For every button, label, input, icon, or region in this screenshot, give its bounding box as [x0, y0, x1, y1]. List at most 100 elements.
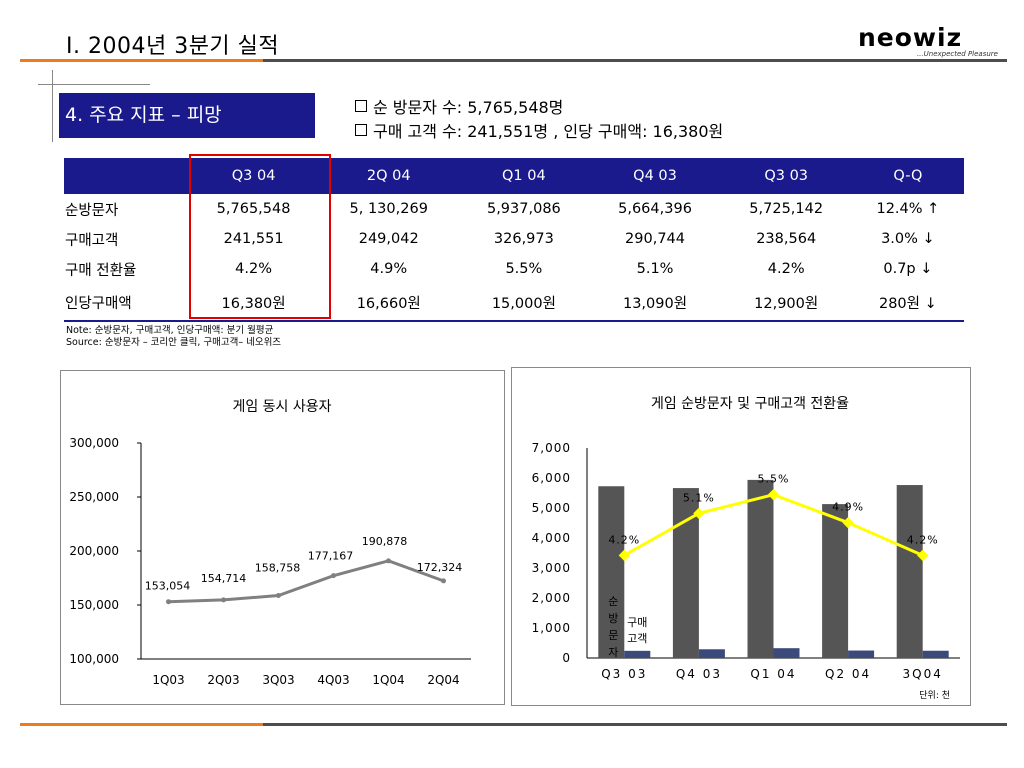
data-point: [166, 599, 171, 605]
data-label: 154,714: [201, 572, 247, 585]
conversion-labels: 4.2% 5.1% 5.5% 4.9% 4.2%: [608, 473, 939, 547]
table-row: 순방문자 5,765,548 5, 130,269 5,937,086 5,66…: [64, 194, 964, 224]
data-label: 177,167: [308, 550, 354, 563]
y-tick-label: 300,000: [69, 436, 119, 450]
x-tick-label: Q2 04: [825, 667, 871, 681]
table-cell: 249,042: [358, 231, 419, 247]
table-header: Q4 03: [589, 158, 721, 194]
x-tick-label: 2Q03: [207, 673, 239, 687]
x-tick-labels: Q3 03 Q4 03 Q1 04 Q2 04 3Q04: [601, 667, 941, 681]
table-cell: 3.0% ↓: [881, 231, 935, 247]
bullet-visitors: 순 방문자 수: 5,765,548명: [355, 94, 563, 118]
conversion-label: 4.9%: [832, 501, 864, 514]
x-tick-label: 3Q03: [262, 673, 294, 687]
bars: [598, 479, 949, 658]
y-tick-label: 1,000: [532, 621, 571, 635]
legend-visitors-char: 방: [608, 612, 618, 625]
table-cell: 4.2%: [235, 261, 272, 277]
data-labels: 153,054 154,714 158,758 177,167 190,878 172,3…: [145, 535, 463, 593]
y-tick-labels: 7,000 6,000 5,000 4,000 3,000 2,000 1,000 0: [532, 441, 571, 665]
table-header: Q3 03: [720, 158, 852, 194]
table-header-row: Q3 04 2Q 04 Q1 04 Q4 03 Q3 03 Q-Q: [64, 158, 964, 194]
table-cell: 0.7p ↓: [883, 261, 933, 277]
source-line: Source: 순방문자 – 코리안 클릭, 구매고객– 네오위즈: [66, 337, 282, 348]
table-cell: 5,765,548: [216, 201, 291, 217]
footer-rule: [263, 723, 1007, 726]
table-header: [64, 158, 188, 194]
table-cell: 290,744: [625, 231, 686, 247]
conversion-label: 5.5%: [758, 473, 790, 486]
title-rule: [263, 59, 1007, 62]
table-row: 구매 전환율 4.2% 4.9% 5.5% 5.1% 4.2% 0.7p ↓: [64, 254, 964, 284]
concurrent-users-chart: 게임 동시 사용자 300,000 250,000 200,000 150,000 10…: [69, 399, 471, 687]
table-cell: 12.4% ↑: [876, 201, 940, 217]
table-note: Note: 순방문자, 구매고객, 인당구매액: 분기 월평균 Source: …: [66, 325, 281, 349]
y-tick-label: 250,000: [69, 490, 119, 504]
table-cell: 5, 130,269: [349, 201, 428, 217]
table-cell: 238,564: [756, 231, 817, 247]
table-cell: 4.9%: [370, 261, 408, 277]
buyers-bar: [848, 650, 875, 658]
legend-visitors-char: 순: [608, 595, 618, 608]
y-tick-label: 4,000: [532, 531, 571, 545]
visitor-conversion-chart: 게임 순방문자 및 구매고객 전환율 7,000 6,000 5,000 4,000 3…: [532, 396, 960, 701]
data-label: 172,324: [417, 561, 463, 574]
x-tick-label: Q3 03: [601, 667, 647, 681]
x-tick-label: Q1 04: [750, 667, 796, 681]
logo-tagline: ...Unexpected Pleasure: [916, 50, 998, 58]
table-cell: 5,937,086: [486, 201, 561, 217]
table-header: Q-Q: [851, 158, 964, 194]
table-row: 구매고객 241,551 249,042 326,973 290,744 238…: [64, 224, 964, 254]
table-header: Q1 04: [458, 158, 590, 194]
table-cell: 16,660원: [319, 284, 459, 322]
conversion-label: 4.2%: [907, 533, 939, 546]
chart-axes: [137, 442, 471, 660]
table-cell: 5.5%: [505, 261, 543, 277]
legend-visitors-char: 자: [608, 646, 618, 659]
bullet-buyers: 구매 고객 수: 241,551명 , 인당 구매액: 16,380원: [355, 118, 723, 142]
conversion-point: [693, 507, 705, 519]
table-cell: 241,551: [223, 231, 284, 247]
y-tick-label: 100,000: [69, 652, 119, 666]
data-point: [331, 573, 336, 579]
legend-buyers-text: 고객: [627, 632, 647, 645]
conversion-label: 5.1%: [683, 491, 715, 504]
checkbox-bullet-icon: [355, 124, 367, 136]
bullet-text: 구매 고객 수: 241,551명 , 인당 구매액: 16,380원: [373, 122, 724, 141]
visitors-bar: [747, 479, 774, 658]
table-header: 2Q 04: [319, 158, 459, 194]
table-cell: 5.1%: [636, 261, 674, 277]
table-cell: 15,000원: [458, 284, 590, 322]
x-tick-label: Q4 03: [676, 667, 722, 681]
data-label: 153,054: [145, 580, 191, 593]
conversion-label: 4.2%: [608, 533, 640, 546]
visitors-bar: [822, 504, 849, 658]
logo-text: neowiz: [858, 23, 963, 52]
page-title: I. 2004년 3분기 실적: [66, 34, 280, 59]
note-line: Note: 순방문자, 구매고객, 인당구매액: 분기 월평균: [66, 325, 274, 336]
buyers-bar: [773, 648, 800, 658]
current-quarter-highlight: [189, 154, 331, 319]
y-tick-label: 5,000: [532, 501, 571, 515]
y-tick-label: 150,000: [69, 598, 119, 612]
y-tick-label: 6,000: [532, 471, 571, 485]
y-tick-label: 7,000: [532, 441, 571, 455]
table-cell: 구매고객: [65, 232, 119, 249]
section-title: 4. 주요 지표 – 피망: [59, 93, 315, 138]
table-cell: 순방문자: [65, 202, 119, 219]
checkbox-bullet-icon: [355, 100, 367, 112]
visitors-bar: [598, 486, 625, 658]
visitor-conversion-chart-panel: 게임 순방문자 및 구매고객 전환율 7,000 6,000 5,000 4,000 3…: [511, 367, 971, 706]
y-tick-label: 3,000: [532, 561, 571, 575]
logo: neowiz ...Unexpected Pleasure: [858, 23, 998, 58]
table-cell: 12,900원: [720, 284, 852, 322]
buyers-bar: [922, 650, 949, 658]
table-cell: 구매 전환율: [65, 262, 137, 279]
bar-legend: 순방문자 구매고객: [608, 595, 647, 659]
decor-line-vertical: [52, 70, 53, 142]
buyers-bar: [698, 649, 725, 658]
unit-label: 단위: 천: [919, 690, 950, 701]
chart-title: 게임 순방문자 및 구매고객 전환율: [651, 396, 849, 412]
users-line: [168, 559, 445, 604]
table-cell: 280원 ↓: [851, 284, 964, 322]
